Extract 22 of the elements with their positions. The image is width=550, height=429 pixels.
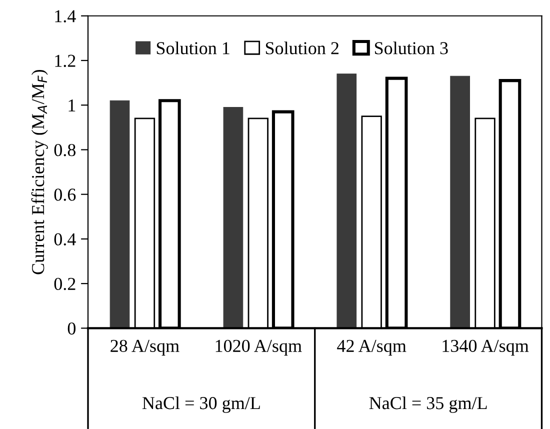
y-tick-label: 0.2 (54, 278, 76, 290)
text: NaCl = 30 gm/L (142, 396, 260, 413)
y-tick-label: 1.4 (55, 10, 76, 22)
x-tick-label: 1020 A/sqm (216, 340, 302, 356)
bar (336, 74, 357, 328)
y-tick-label: 0.6 (54, 188, 76, 201)
y-tick-label: 0 (68, 322, 76, 335)
y-tick-label: 1 (68, 99, 76, 112)
y-axis-title: Current Efficiency (M$_{A}$/M$_{F}$) (31, 70, 48, 274)
text: NaCl = 35 gm/L (369, 396, 487, 413)
x-tick-label: 1340 A/sqm (442, 340, 529, 356)
bar (110, 100, 130, 328)
y-tick-label: 1.2 (55, 54, 76, 68)
legend-label: Solution 1 (156, 42, 230, 54)
legend-label: Solution 3 (375, 42, 448, 54)
x-tick-label: 28 A/sqm (110, 340, 180, 356)
bar (450, 76, 470, 328)
x-tick-label: 42 A/sqm (337, 340, 406, 356)
bar (223, 107, 244, 328)
legend-label: Solution 2 (266, 42, 338, 54)
y-tick-label: 0.8 (54, 144, 76, 156)
y-tick-label: 0.4 (54, 233, 76, 246)
